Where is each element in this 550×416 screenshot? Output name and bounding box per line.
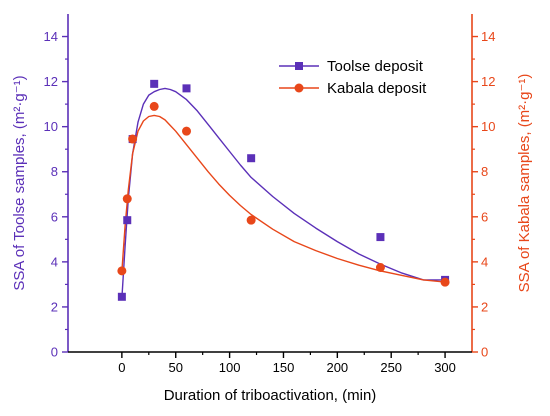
axes [62, 14, 478, 358]
left-tick-label: 10 [44, 119, 58, 134]
x-tick-label: 300 [434, 360, 456, 375]
toolse-deposit-point [117, 292, 126, 301]
toolse-deposit-point [123, 216, 132, 225]
kabala-deposit-point [122, 194, 132, 204]
kabala-deposit-point [440, 277, 450, 287]
x-tick-label: 200 [326, 360, 348, 375]
legend-marker-toolse-deposit [295, 62, 303, 70]
kabala-deposit-point [246, 215, 256, 225]
x-tick-label: 0 [118, 360, 125, 375]
x-axis-title: Duration of triboactivation, (min) [164, 387, 377, 404]
toolse-deposit-point [376, 233, 385, 242]
left-tick-label: 0 [51, 345, 58, 360]
toolse-deposit-point [247, 154, 256, 163]
toolse-deposit-fit-line [121, 87, 446, 298]
x-tick-label: 150 [273, 360, 295, 375]
fit-curves [121, 87, 446, 298]
kabala-deposit-fit-line [121, 114, 446, 283]
left-axis-title: SSA of Toolse samples, (m²·g⁻¹) [11, 75, 28, 290]
right-axis-title: SSA of Kabala samples, (m²·g⁻¹) [516, 74, 533, 293]
kabala-deposit-point [375, 263, 385, 272]
axis-labels: 0 2 4 6 8 10 12 14 0 2 4 6 8 10 12 14 0 50 100 150 200 250 300… [11, 29, 533, 404]
left-tick-label: 6 [51, 209, 58, 224]
kabala-deposit-point [182, 126, 192, 136]
right-tick-label: 8 [481, 164, 488, 179]
kabala-deposit-point [149, 101, 159, 111]
x-tick-label: 50 [168, 360, 182, 375]
left-tick-label: 4 [51, 254, 58, 269]
left-tick-label: 14 [44, 29, 58, 44]
left-tick-label: 8 [51, 164, 58, 179]
legend-label-toolse-deposit: Toolse deposit [327, 58, 424, 75]
right-tick-label: 12 [481, 74, 495, 89]
right-tick-label: 2 [481, 299, 488, 314]
legend-label-kabala-deposit: Kabala deposit [327, 80, 427, 97]
x-tick-label: 250 [380, 360, 402, 375]
legend-marker-kabala-deposit [294, 83, 304, 93]
toolse-deposit-point [150, 79, 159, 88]
right-tick-label: 10 [481, 119, 495, 134]
data-points [117, 79, 450, 301]
left-tick-label: 2 [51, 299, 58, 314]
right-tick-label: 6 [481, 209, 488, 224]
right-tick-label: 0 [481, 345, 488, 360]
left-tick-label: 12 [44, 74, 58, 89]
x-tick-label: 100 [219, 360, 241, 375]
right-tick-label: 14 [481, 29, 495, 44]
toolse-deposit-point [182, 84, 191, 93]
right-tick-label: 4 [481, 254, 488, 269]
kabala-deposit-point [128, 134, 138, 144]
legend: Toolse deposit Kabala deposit [279, 58, 427, 97]
kabala-deposit-point [117, 266, 127, 276]
